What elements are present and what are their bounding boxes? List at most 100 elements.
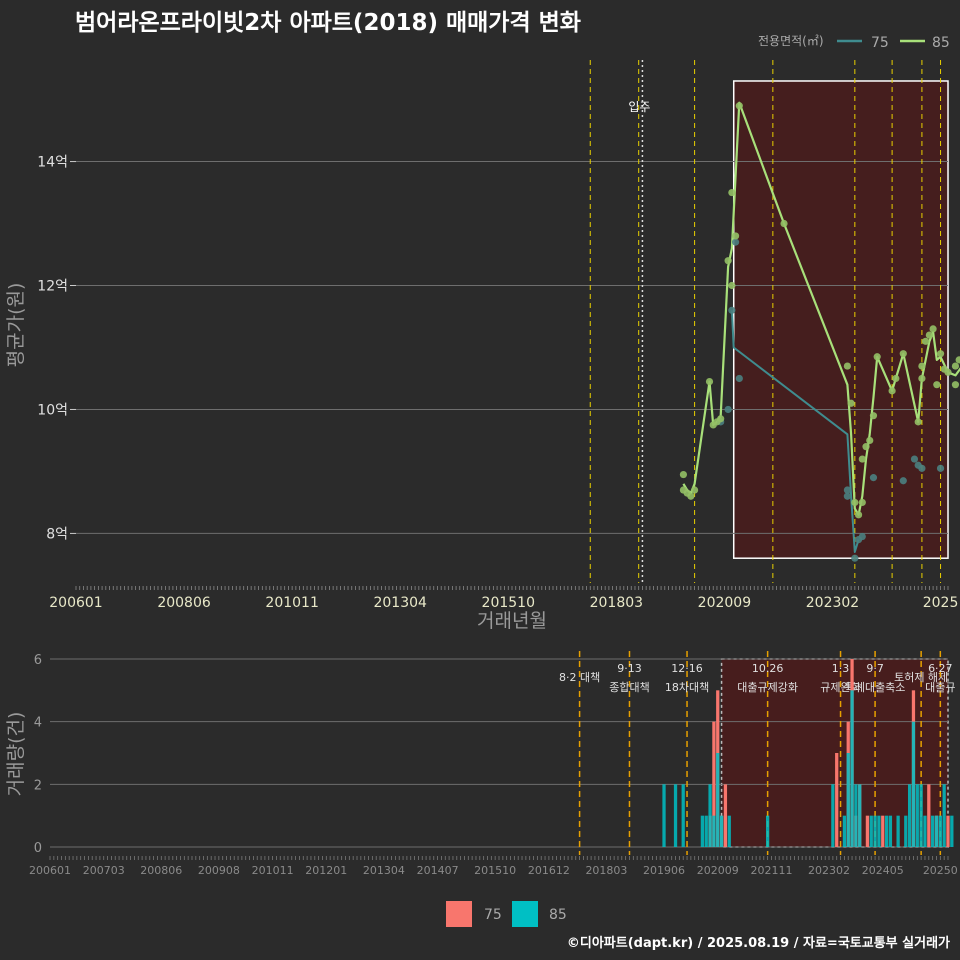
price-x-ticks: 200601 200806 201011 201304 201510 201803 2020… — [49, 586, 958, 611]
data-point-85 — [922, 337, 930, 345]
volume-chart: 8·2 대책9·13종합대책12·1618차대책10.26대출규제강화1·3규제… — [5, 651, 958, 877]
price-x-tick-label: 201510 — [482, 595, 535, 611]
volume-bar-85 — [681, 784, 685, 847]
volume-x-tick-label: 201407 — [417, 864, 459, 877]
volume-bar-85 — [766, 815, 770, 847]
price-x-tick-label: 200601 — [49, 595, 102, 611]
data-point-75 — [858, 532, 866, 541]
data-point-75 — [731, 238, 740, 246]
price-y-axis-title: 평균가(원) — [5, 283, 27, 368]
policy-label: 특례대출축소 — [845, 681, 906, 694]
volume-bar-85 — [704, 815, 708, 847]
data-point-85 — [866, 436, 874, 445]
volume-bar-85 — [931, 815, 935, 847]
price-x-tick-label: 201011 — [265, 595, 318, 611]
volume-bar-85 — [884, 815, 889, 847]
volume-bar-85 — [727, 815, 731, 847]
volume-x-tick-label: 201612 — [528, 864, 570, 877]
data-point-85 — [843, 362, 851, 370]
price-highlight-region — [732, 80, 949, 559]
data-point-75 — [936, 464, 945, 472]
data-point-85 — [854, 511, 863, 519]
legend-bar-label-85: 85 — [549, 907, 567, 923]
volume-bar-85 — [716, 753, 720, 847]
volume-bar-85 — [854, 784, 858, 847]
data-point-85 — [728, 188, 736, 197]
policy-label: 12·16 — [671, 662, 703, 675]
data-point-85 — [847, 399, 855, 407]
footer-credit: ©디아파트(dapt.kr) / 2025.08.19 / 자료=국토교통부 실… — [567, 935, 950, 951]
data-point-75 — [843, 492, 851, 500]
data-point-85 — [858, 498, 866, 507]
volume-y-ticks: 0 2 4 6 — [34, 653, 42, 856]
data-point-85 — [728, 281, 736, 290]
data-point-85 — [869, 412, 878, 420]
policy-label: 18차대책 — [665, 681, 709, 694]
data-point-85 — [951, 381, 960, 389]
data-point-85 — [899, 350, 907, 358]
volume-x-tick-label: 201011 — [252, 864, 294, 877]
data-point-85 — [735, 102, 743, 110]
data-point-85 — [679, 470, 688, 479]
series-line-75 — [730, 310, 860, 553]
legend-bar-swatch-75 — [446, 901, 472, 927]
volume-y-axis-title: 거래량(건) — [5, 712, 27, 797]
data-point-85 — [690, 486, 699, 494]
legend-label-75: 75 — [871, 35, 889, 51]
data-point-75 — [910, 455, 919, 463]
price-x-tick-label: 200806 — [157, 595, 211, 611]
price-gridlines — [76, 161, 948, 534]
volume-y-tick-label: 2 — [34, 778, 42, 793]
volume-bar-85 — [712, 815, 716, 847]
volume-bar-85 — [896, 815, 900, 847]
legend-bar-swatch-85 — [512, 901, 538, 927]
data-point-75 — [869, 474, 878, 482]
volume-bar-85 — [831, 784, 835, 847]
volume-bar-85 — [708, 784, 712, 847]
price-y-ticks: 8억 10억 12억 14억 — [37, 155, 76, 542]
data-point-85 — [918, 374, 926, 383]
price-chart: 8억 10억 12억 14억 200601 200806 201011 201304 2015… — [5, 60, 960, 632]
volume-bar-85 — [877, 815, 881, 847]
legend-bar-label-75: 75 — [484, 907, 502, 923]
policy-label: 8·2 대책 — [559, 671, 600, 684]
data-point-85 — [936, 350, 945, 358]
volume-bar-85 — [700, 815, 705, 847]
volume-bar-85 — [923, 815, 927, 847]
data-point-85 — [892, 374, 900, 383]
volume-bar-85 — [888, 815, 893, 847]
data-point-85 — [929, 325, 937, 333]
policy-label: 대출규제강화 — [737, 681, 798, 694]
data-point-85 — [724, 257, 732, 265]
volume-y-tick-label: 4 — [34, 716, 42, 731]
volume-x-tick-label: 201510 — [474, 864, 516, 877]
volume-bar-75 — [946, 815, 950, 847]
volume-bar-75 — [927, 784, 931, 847]
volume-x-tick-label: 202302 — [808, 864, 850, 877]
volume-bar-85 — [950, 815, 954, 847]
price-x-tick-label: 202009 — [698, 595, 751, 611]
volume-bar-85 — [850, 690, 854, 847]
data-point-75 — [843, 486, 851, 494]
chart-title: 범어라온프라이빗2차 아파트(2018) 매매가격 변화 — [75, 10, 581, 36]
data-point-85 — [687, 492, 695, 500]
data-point-85 — [888, 387, 896, 395]
volume-y-tick-label: 0 — [34, 841, 42, 856]
policy-label: 9·7 — [866, 662, 884, 675]
volume-x-ticks: 200601 200703 200806 200908 201011 201201 2013… — [29, 856, 958, 877]
volume-bar-75 — [712, 721, 716, 847]
data-point-85 — [858, 455, 866, 463]
data-point-75 — [724, 405, 732, 414]
data-point-85 — [914, 418, 922, 426]
volume-bar-85 — [673, 784, 678, 847]
price-y-tick-label: 8억 — [46, 526, 68, 542]
policy-label: 10.26 — [752, 662, 784, 675]
volume-bar-75 — [835, 753, 839, 847]
data-point-75 — [899, 477, 907, 485]
price-x-tick-label: 201803 — [590, 595, 643, 611]
volume-x-tick-label: 201304 — [363, 864, 405, 877]
data-point-85 — [851, 498, 859, 507]
data-point-75 — [851, 554, 859, 562]
volume-bar-85 — [942, 784, 946, 847]
